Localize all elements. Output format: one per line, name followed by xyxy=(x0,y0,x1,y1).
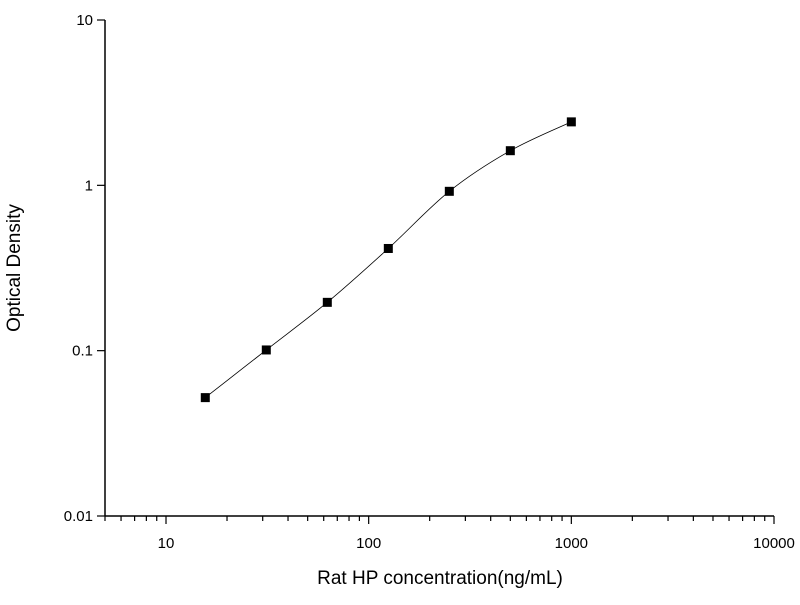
data-point xyxy=(505,146,515,156)
y-tick-label: 0.1 xyxy=(72,343,93,360)
data-point xyxy=(200,393,210,403)
data-point xyxy=(444,186,454,196)
data-points xyxy=(200,117,576,403)
data-point xyxy=(322,297,332,307)
y-tick-label: 1 xyxy=(85,177,93,194)
data-point xyxy=(383,243,393,253)
y-tick-label: 0.01 xyxy=(64,508,93,525)
fit-curve xyxy=(205,121,572,398)
y-tick-label: 10 xyxy=(76,12,93,29)
x-axis-label: Rat HP concentration(ng/mL) xyxy=(317,568,563,589)
x-tick-label: 10000 xyxy=(753,535,795,552)
x-tick-label: 100 xyxy=(356,535,381,552)
x-tick-label: 10 xyxy=(158,535,175,552)
data-point xyxy=(261,345,271,355)
data-point xyxy=(566,117,576,127)
y-axis-label: Optical Density xyxy=(4,204,25,332)
x-tick-label: 1000 xyxy=(555,535,588,552)
axes: 10 100 1000 10000 0.01 0.1 1 10 xyxy=(64,12,795,552)
